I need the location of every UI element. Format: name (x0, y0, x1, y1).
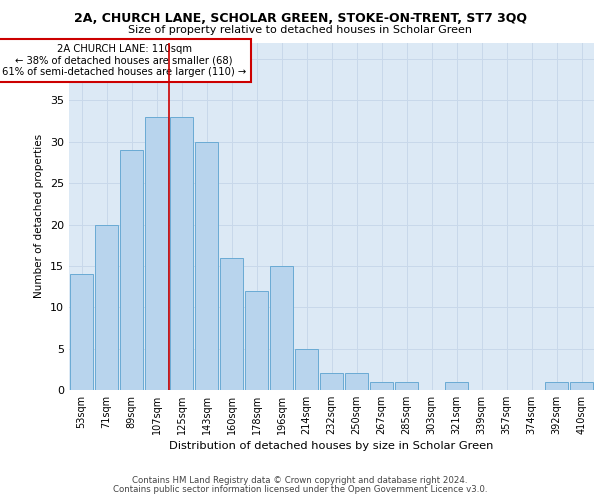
Text: 2A, CHURCH LANE, SCHOLAR GREEN, STOKE-ON-TRENT, ST7 3QQ: 2A, CHURCH LANE, SCHOLAR GREEN, STOKE-ON… (74, 12, 527, 26)
Text: 2A CHURCH LANE: 110sqm
← 38% of detached houses are smaller (68)
61% of semi-det: 2A CHURCH LANE: 110sqm ← 38% of detached… (2, 44, 246, 78)
Bar (445, 382, 469, 390)
Bar (245, 290, 268, 390)
Bar (395, 382, 418, 390)
Bar (145, 117, 169, 390)
Bar (569, 382, 593, 390)
Bar (344, 374, 368, 390)
X-axis label: Distribution of detached houses by size in Scholar Green: Distribution of detached houses by size … (169, 441, 494, 451)
Bar (295, 348, 319, 390)
Bar (545, 382, 568, 390)
Y-axis label: Number of detached properties: Number of detached properties (34, 134, 44, 298)
Bar (320, 374, 343, 390)
Text: Contains public sector information licensed under the Open Government Licence v3: Contains public sector information licen… (113, 484, 487, 494)
Text: Contains HM Land Registry data © Crown copyright and database right 2024.: Contains HM Land Registry data © Crown c… (132, 476, 468, 485)
Bar (95, 224, 118, 390)
Bar (170, 117, 193, 390)
Bar (269, 266, 293, 390)
Bar (70, 274, 94, 390)
Bar (119, 150, 143, 390)
Text: Size of property relative to detached houses in Scholar Green: Size of property relative to detached ho… (128, 25, 472, 35)
Bar (370, 382, 394, 390)
Bar (220, 258, 244, 390)
Bar (194, 142, 218, 390)
